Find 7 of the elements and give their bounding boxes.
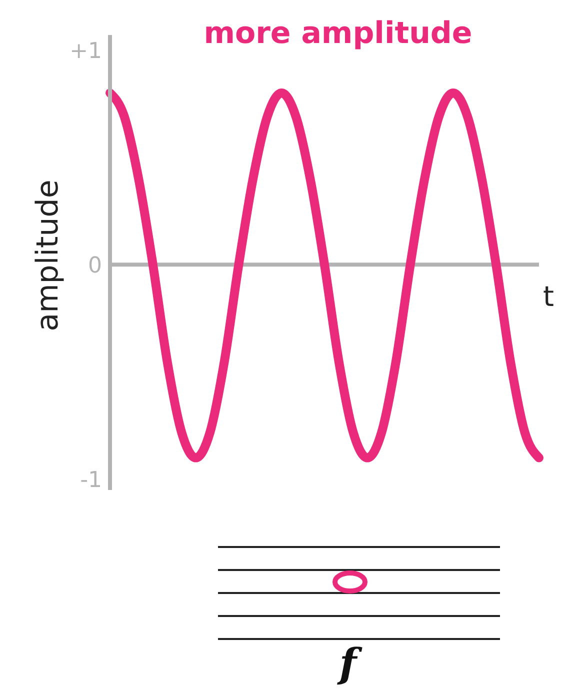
chart-title: more amplitude [202, 16, 474, 51]
y-axis-title: amplitude [30, 179, 66, 331]
y-tick-label: -1 [80, 468, 102, 494]
y-tick-label: +1 [70, 38, 102, 64]
text: f [336, 640, 364, 687]
y-tick-label: 0 [88, 253, 102, 278]
x-axis-title: t [543, 280, 554, 313]
